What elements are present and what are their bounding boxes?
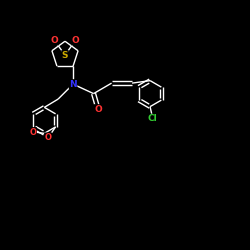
Text: O: O (30, 128, 36, 136)
Text: O: O (44, 133, 52, 142)
Text: O: O (94, 104, 102, 114)
Text: N: N (69, 80, 77, 88)
Text: S: S (62, 50, 68, 59)
Text: Cl: Cl (148, 114, 158, 123)
Text: O: O (51, 36, 58, 45)
Text: O: O (72, 36, 80, 45)
